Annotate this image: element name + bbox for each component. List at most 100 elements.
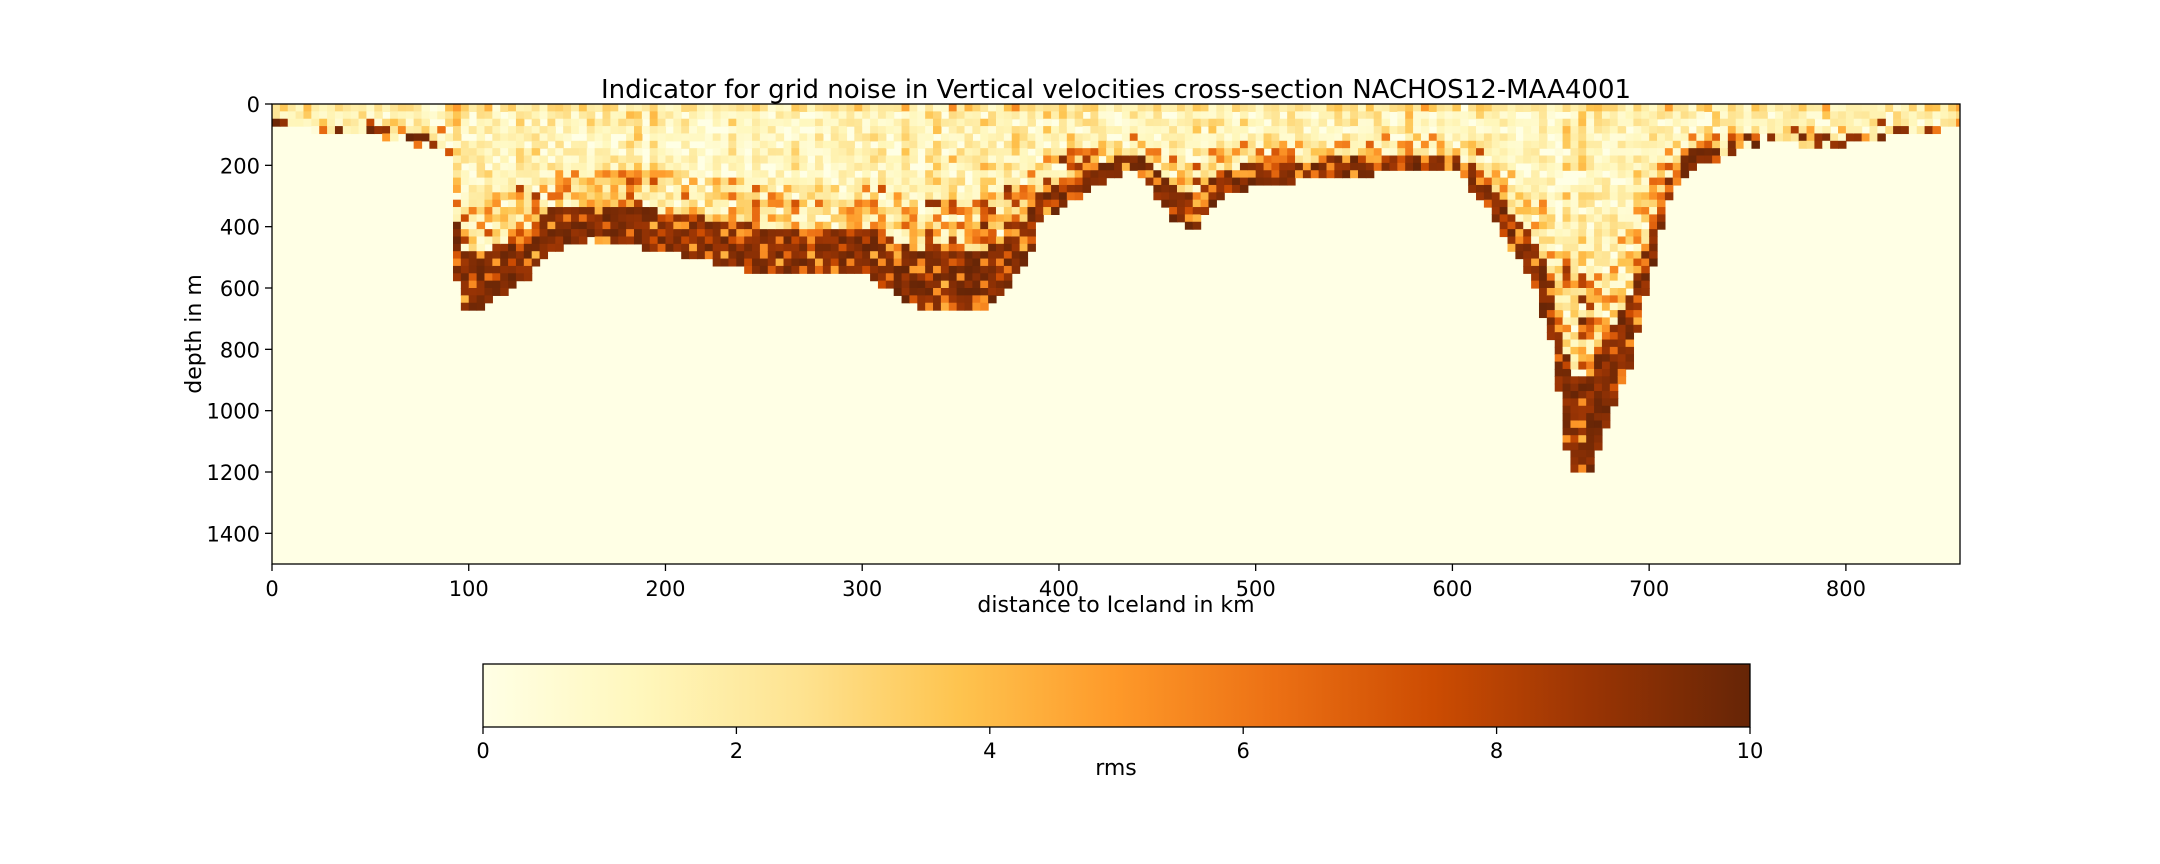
heatmap-cell xyxy=(1759,118,1768,127)
heatmap-cell xyxy=(1011,229,1021,238)
heatmap-cell xyxy=(972,221,981,230)
heatmap-cell xyxy=(1664,192,1674,201)
heatmap-cell xyxy=(980,243,989,252)
heatmap-cell xyxy=(1719,140,1729,149)
heatmap-cell xyxy=(657,133,667,142)
heatmap-cell xyxy=(1011,140,1021,149)
heatmap-cell xyxy=(799,236,808,245)
heatmap-cell xyxy=(1019,118,1029,127)
heatmap-cell xyxy=(578,192,588,201)
heatmap-cell xyxy=(1531,104,1540,112)
heatmap-cell xyxy=(830,184,840,193)
heatmap-cell xyxy=(452,140,462,149)
heatmap-cell xyxy=(1452,118,1461,127)
heatmap-cell xyxy=(610,104,619,112)
heatmap-cell xyxy=(736,140,745,149)
heatmap-cell xyxy=(759,236,769,245)
heatmap-cell xyxy=(995,155,1005,164)
heatmap-cell xyxy=(964,229,973,238)
heatmap-cell xyxy=(814,170,824,179)
heatmap-cell xyxy=(602,126,611,135)
heatmap-cell xyxy=(838,265,848,274)
heatmap-cell xyxy=(1609,383,1619,392)
heatmap-cell xyxy=(799,162,808,171)
heatmap-cell xyxy=(555,236,564,245)
heatmap-cell xyxy=(1460,118,1469,127)
heatmap-cell xyxy=(1121,155,1131,164)
heatmap-cell xyxy=(925,148,934,157)
heatmap-cell xyxy=(515,221,525,230)
heatmap-cell xyxy=(799,192,808,201)
heatmap-cell xyxy=(1601,229,1611,238)
heatmap-cell xyxy=(1641,229,1650,238)
heatmap-cell xyxy=(649,140,659,149)
heatmap-cell xyxy=(822,118,832,127)
heatmap-cell xyxy=(956,302,966,311)
heatmap-cell xyxy=(885,140,895,149)
heatmap-cell xyxy=(1727,133,1737,142)
heatmap-cell xyxy=(1019,162,1029,171)
heatmap-cell xyxy=(633,177,643,186)
heatmap-cell xyxy=(696,229,706,238)
heatmap-cell xyxy=(539,162,549,171)
heatmap-cell xyxy=(1161,148,1170,157)
heatmap-cell xyxy=(964,118,973,127)
heatmap-cell xyxy=(1169,126,1178,135)
x-tick-label: 700 xyxy=(1629,577,1669,601)
heatmap-cell xyxy=(1192,126,1202,135)
heatmap-cell xyxy=(712,111,722,120)
heatmap-cell xyxy=(893,170,903,179)
heatmap-cell xyxy=(515,162,525,171)
heatmap-cell xyxy=(578,184,588,193)
heatmap-cell xyxy=(988,133,997,142)
heatmap-cell xyxy=(413,118,423,127)
heatmap-cell xyxy=(1003,280,1013,289)
heatmap-cell xyxy=(1090,133,1099,142)
heatmap-cell xyxy=(972,162,981,171)
heatmap-cell xyxy=(586,133,596,142)
heatmap-cell xyxy=(1704,155,1713,164)
heatmap-cell xyxy=(523,207,533,215)
heatmap-cell xyxy=(571,148,580,157)
heatmap-cell xyxy=(492,170,501,179)
heatmap-cell xyxy=(1641,251,1650,260)
heatmap-cell xyxy=(1633,155,1642,164)
heatmap-cell xyxy=(1523,148,1532,157)
heatmap-cell xyxy=(696,192,706,201)
heatmap-cell xyxy=(1153,104,1162,112)
heatmap-cell xyxy=(1594,258,1603,267)
heatmap-cell xyxy=(1019,140,1029,149)
heatmap-cell xyxy=(1570,207,1579,215)
heatmap-cell xyxy=(1295,126,1304,135)
heatmap-cell xyxy=(720,118,730,127)
heatmap-cell xyxy=(681,104,690,112)
heatmap-cell xyxy=(1609,133,1619,142)
heatmap-cell xyxy=(933,236,942,245)
heatmap-cell xyxy=(956,126,966,135)
heatmap-cell xyxy=(1373,118,1383,127)
heatmap-cell xyxy=(940,243,950,252)
heatmap-cell xyxy=(1633,140,1642,149)
heatmap-cell xyxy=(854,126,863,135)
heatmap-cell xyxy=(327,104,336,112)
heatmap-cell xyxy=(641,192,651,201)
heatmap-cell xyxy=(893,207,903,215)
heatmap-cell xyxy=(1326,133,1335,142)
heatmap-cell xyxy=(626,126,635,135)
heatmap-cell xyxy=(1247,118,1257,127)
heatmap-cell xyxy=(980,148,989,157)
heatmap-cell xyxy=(1019,126,1029,135)
heatmap-cell xyxy=(720,214,730,223)
heatmap-cell xyxy=(649,199,659,208)
heatmap-cell xyxy=(1074,111,1084,120)
heatmap-cell xyxy=(1483,148,1493,157)
heatmap-cell xyxy=(988,170,997,179)
heatmap-cell xyxy=(1609,170,1619,179)
heatmap-cell xyxy=(1727,104,1737,112)
heatmap-cell xyxy=(1578,162,1587,171)
heatmap-cell xyxy=(1554,295,1564,304)
heatmap-cell xyxy=(1546,111,1556,120)
heatmap-cell xyxy=(1200,118,1210,127)
heatmap-cell xyxy=(1507,104,1516,112)
heatmap-cell xyxy=(1601,295,1611,304)
